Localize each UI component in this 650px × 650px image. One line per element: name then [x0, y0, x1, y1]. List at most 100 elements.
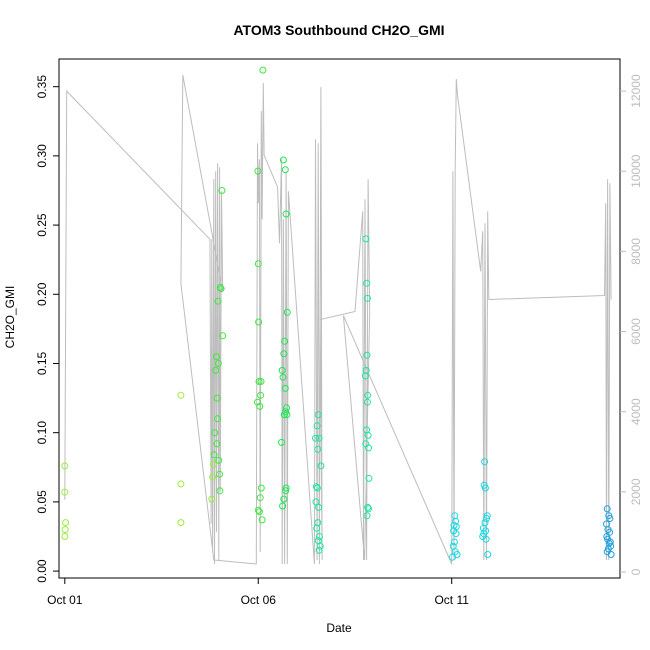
data-point [362, 235, 370, 243]
data-point [257, 391, 265, 399]
data-point [279, 502, 287, 510]
data-point [361, 372, 369, 380]
x-axis-label: Date [326, 621, 352, 635]
data-point [208, 495, 216, 503]
data-point [257, 378, 265, 385]
data-point [257, 484, 265, 492]
y2-tick-label: 10000 [629, 154, 643, 188]
data-point [315, 503, 323, 511]
data-point [278, 366, 286, 374]
y-tick-label: 0.30 [35, 144, 49, 168]
data-point [607, 551, 615, 558]
data-point [255, 508, 263, 516]
data-point [214, 415, 222, 423]
y2-tick-label: 2000 [629, 478, 643, 505]
plot-area: 0.00 0.05 0.10 0.15 0.20 0.25 0.30 0.35 0 2000 400… [35, 58, 643, 607]
data-point [315, 533, 323, 540]
data-point [317, 462, 325, 470]
data-point [481, 484, 489, 492]
data-point [213, 353, 220, 361]
data-point [363, 279, 371, 287]
data-point [365, 444, 372, 452]
data-point [254, 506, 262, 514]
data-point [364, 431, 372, 439]
data-point [484, 551, 492, 558]
data-point [255, 378, 263, 385]
data-point [214, 360, 222, 367]
data-point [280, 411, 288, 419]
data-point [452, 530, 460, 538]
data-point [212, 366, 220, 374]
y-axis-label: CH2O_GMI [3, 286, 17, 349]
data-point [210, 451, 218, 459]
data-point [214, 297, 222, 305]
data-point [282, 484, 290, 492]
data-point [218, 187, 226, 194]
y-tick-label: 0.15 [35, 351, 49, 375]
y2-tick-label: 12000 [629, 74, 643, 108]
data-point [259, 66, 267, 74]
y2-tick-label: 0 [629, 568, 643, 575]
data-point [279, 373, 287, 381]
data-point [312, 483, 320, 491]
data-point [258, 516, 266, 524]
y-tick-label: 0.25 [35, 213, 49, 237]
data-point [216, 487, 224, 495]
data-point [61, 526, 69, 534]
data-point [364, 503, 372, 511]
data-point [281, 166, 289, 174]
data-point [316, 542, 324, 550]
y-tick-label: 0.35 [35, 75, 49, 99]
altitude-line [64, 74, 612, 565]
data-point [217, 285, 225, 293]
data-point [363, 294, 371, 302]
data-point [281, 384, 289, 392]
y2-tick-label: 8000 [629, 238, 643, 265]
data-point [363, 512, 371, 520]
data-point [219, 332, 227, 340]
data-point [363, 351, 371, 359]
data-point [255, 318, 263, 326]
data-point [283, 404, 290, 412]
data-point [365, 474, 373, 482]
data-point [451, 512, 459, 520]
y-tick-label: 0.10 [35, 421, 49, 445]
data-point [213, 440, 221, 448]
data-point [314, 411, 322, 419]
data-point [313, 484, 321, 492]
x-tick-label: Oct 01 [47, 593, 83, 607]
data-point [211, 429, 219, 437]
data-point [450, 538, 458, 546]
data-point [314, 537, 322, 545]
data-point [280, 350, 288, 358]
data-point [215, 456, 223, 464]
data-point [282, 210, 290, 218]
y2-tick-label: 6000 [629, 318, 643, 345]
data-point [312, 434, 319, 442]
data-point [482, 535, 490, 543]
data-point [256, 402, 264, 410]
data-point [61, 533, 69, 540]
data-point [254, 167, 262, 175]
data-point [278, 438, 285, 446]
data-point [315, 546, 323, 554]
x-tick-label: Oct 11 [434, 593, 469, 607]
data-point [281, 337, 289, 345]
y-tick-label: 0.00 [35, 559, 49, 583]
data-point [365, 505, 372, 513]
data-point [483, 515, 490, 522]
data-point [177, 391, 185, 399]
data-point [603, 505, 611, 513]
data-point [256, 494, 264, 502]
data-point [283, 411, 291, 419]
data-point [209, 473, 217, 481]
data-point [282, 487, 290, 495]
plot-frame [58, 58, 621, 579]
data-point [314, 445, 322, 453]
data-point [62, 519, 70, 527]
data-point [279, 156, 287, 164]
data-point [364, 391, 372, 399]
data-point [177, 480, 185, 488]
data-point [213, 394, 221, 402]
